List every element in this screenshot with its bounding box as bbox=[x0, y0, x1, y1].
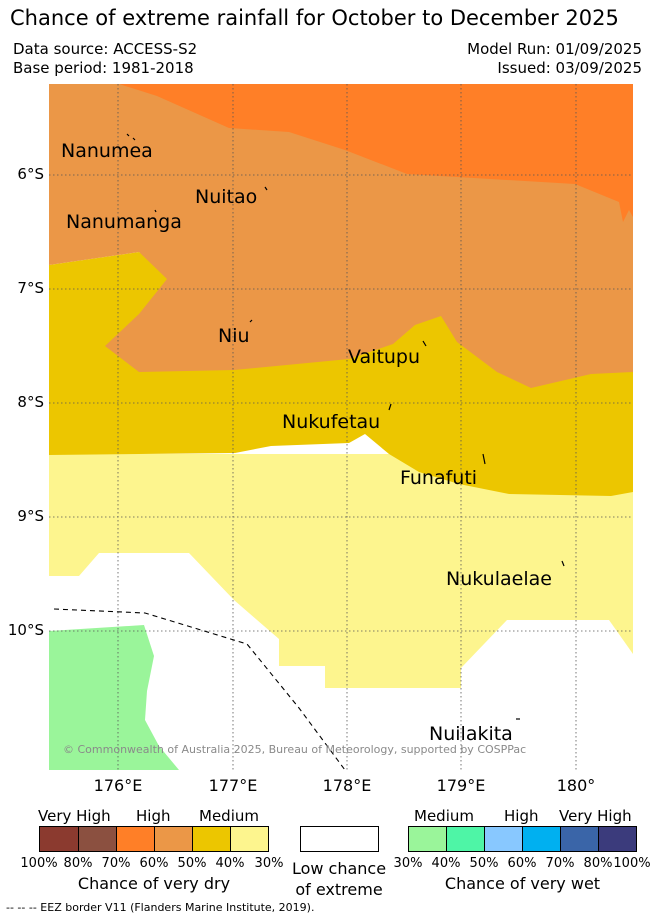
base-period-label: Base period: 1981-2018 bbox=[13, 59, 194, 77]
lat-label-8s: 8°S bbox=[17, 393, 44, 411]
pct-wet-60: 60% bbox=[507, 856, 537, 871]
pct-dry-50: 50% bbox=[177, 856, 207, 871]
model-run-label: Model Run: 01/09/2025 bbox=[467, 40, 642, 58]
eez-footnote: -- -- -- EEZ border V11 (Flanders Marine… bbox=[6, 901, 315, 914]
region-wet-medium bbox=[49, 625, 179, 770]
place-funafuti: Funafuti bbox=[400, 467, 478, 489]
swatch-dry-100-80 bbox=[39, 826, 79, 852]
place-nanumanga: Nanumanga bbox=[66, 211, 182, 233]
swatch-wet-80-100 bbox=[598, 826, 637, 852]
swatch-dry-70-60 bbox=[116, 826, 155, 852]
island-marks bbox=[126, 133, 565, 720]
map-svg bbox=[49, 84, 633, 770]
pct-dry-70: 70% bbox=[101, 856, 131, 871]
place-nanumea: Nanumea bbox=[61, 140, 153, 162]
pct-dry-60: 60% bbox=[139, 856, 169, 871]
swatch-wet-40-50 bbox=[446, 826, 485, 852]
swatch-dry-50-40 bbox=[192, 826, 231, 852]
lat-label-9s: 9°S bbox=[17, 507, 44, 525]
place-nuitao: Nuitao bbox=[195, 186, 258, 208]
gridlines bbox=[49, 84, 633, 770]
copyright-notice: © Commonwealth of Australia 2025, Bureau… bbox=[63, 743, 527, 756]
legend-wet-high: High bbox=[504, 807, 539, 825]
swatch-dry-80-70 bbox=[78, 826, 117, 852]
data-source-label: Data source: ACCESS-S2 bbox=[13, 40, 198, 58]
legend-wet-caption: Chance of very wet bbox=[444, 874, 601, 893]
lon-label-176e: 176°E bbox=[93, 776, 143, 795]
swatch-wet-60-70 bbox=[522, 826, 561, 852]
lon-label-177e: 177°E bbox=[208, 776, 258, 795]
pct-wet-100: 100% bbox=[613, 856, 651, 871]
lon-label-179e: 179°E bbox=[436, 776, 486, 795]
pct-wet-30: 30% bbox=[393, 856, 423, 871]
rainfall-map bbox=[49, 84, 633, 770]
legend-dry-caption: Chance of very dry bbox=[77, 874, 231, 893]
swatch-wet-70-80 bbox=[560, 826, 599, 852]
pct-wet-70: 70% bbox=[545, 856, 575, 871]
lat-label-7s: 7°S bbox=[17, 279, 44, 297]
pct-dry-40: 40% bbox=[215, 856, 245, 871]
swatch-dry-40-30 bbox=[230, 826, 269, 852]
swatch-wet-50-60 bbox=[484, 826, 523, 852]
pct-wet-80: 80% bbox=[583, 856, 613, 871]
legend-wet-medium: Medium bbox=[414, 807, 474, 825]
swatch-dry-60-50 bbox=[154, 826, 193, 852]
lat-label-6s: 6°S bbox=[17, 165, 44, 183]
place-nukufetau: Nukufetau bbox=[282, 411, 381, 433]
lat-label-10s: 10°S bbox=[7, 621, 44, 639]
legend-wet-very-high: Very High bbox=[559, 807, 632, 825]
place-nukulaelae: Nukulaelae bbox=[446, 568, 552, 590]
pct-wet-40: 40% bbox=[431, 856, 461, 871]
pct-wet-50: 50% bbox=[469, 856, 499, 871]
lon-label-178e: 178°E bbox=[322, 776, 372, 795]
place-niu: Niu bbox=[218, 325, 250, 347]
place-vaitupu: Vaitupu bbox=[348, 346, 421, 368]
region-dry-high bbox=[119, 84, 633, 222]
legend-low-line2: of extreme bbox=[295, 880, 383, 899]
region-dry-low bbox=[49, 454, 633, 688]
place-nuilakita: Nuilakita bbox=[429, 723, 513, 745]
pct-dry-30: 30% bbox=[254, 856, 284, 871]
swatch-wet-30-40 bbox=[408, 826, 447, 852]
legend-low-line1: Low chance bbox=[291, 859, 387, 878]
swatch-low-chance bbox=[300, 826, 379, 852]
legend-dry-high: High bbox=[136, 807, 171, 825]
pct-dry-80: 80% bbox=[63, 856, 93, 871]
lon-label-180: 180° bbox=[556, 776, 596, 795]
chart-title: Chance of extreme rainfall for October t… bbox=[10, 6, 619, 30]
legend-dry-medium: Medium bbox=[199, 807, 259, 825]
legend-dry-very-high: Very High bbox=[38, 807, 111, 825]
pct-dry-100: 100% bbox=[20, 856, 58, 871]
issued-label: Issued: 03/09/2025 bbox=[497, 59, 642, 77]
